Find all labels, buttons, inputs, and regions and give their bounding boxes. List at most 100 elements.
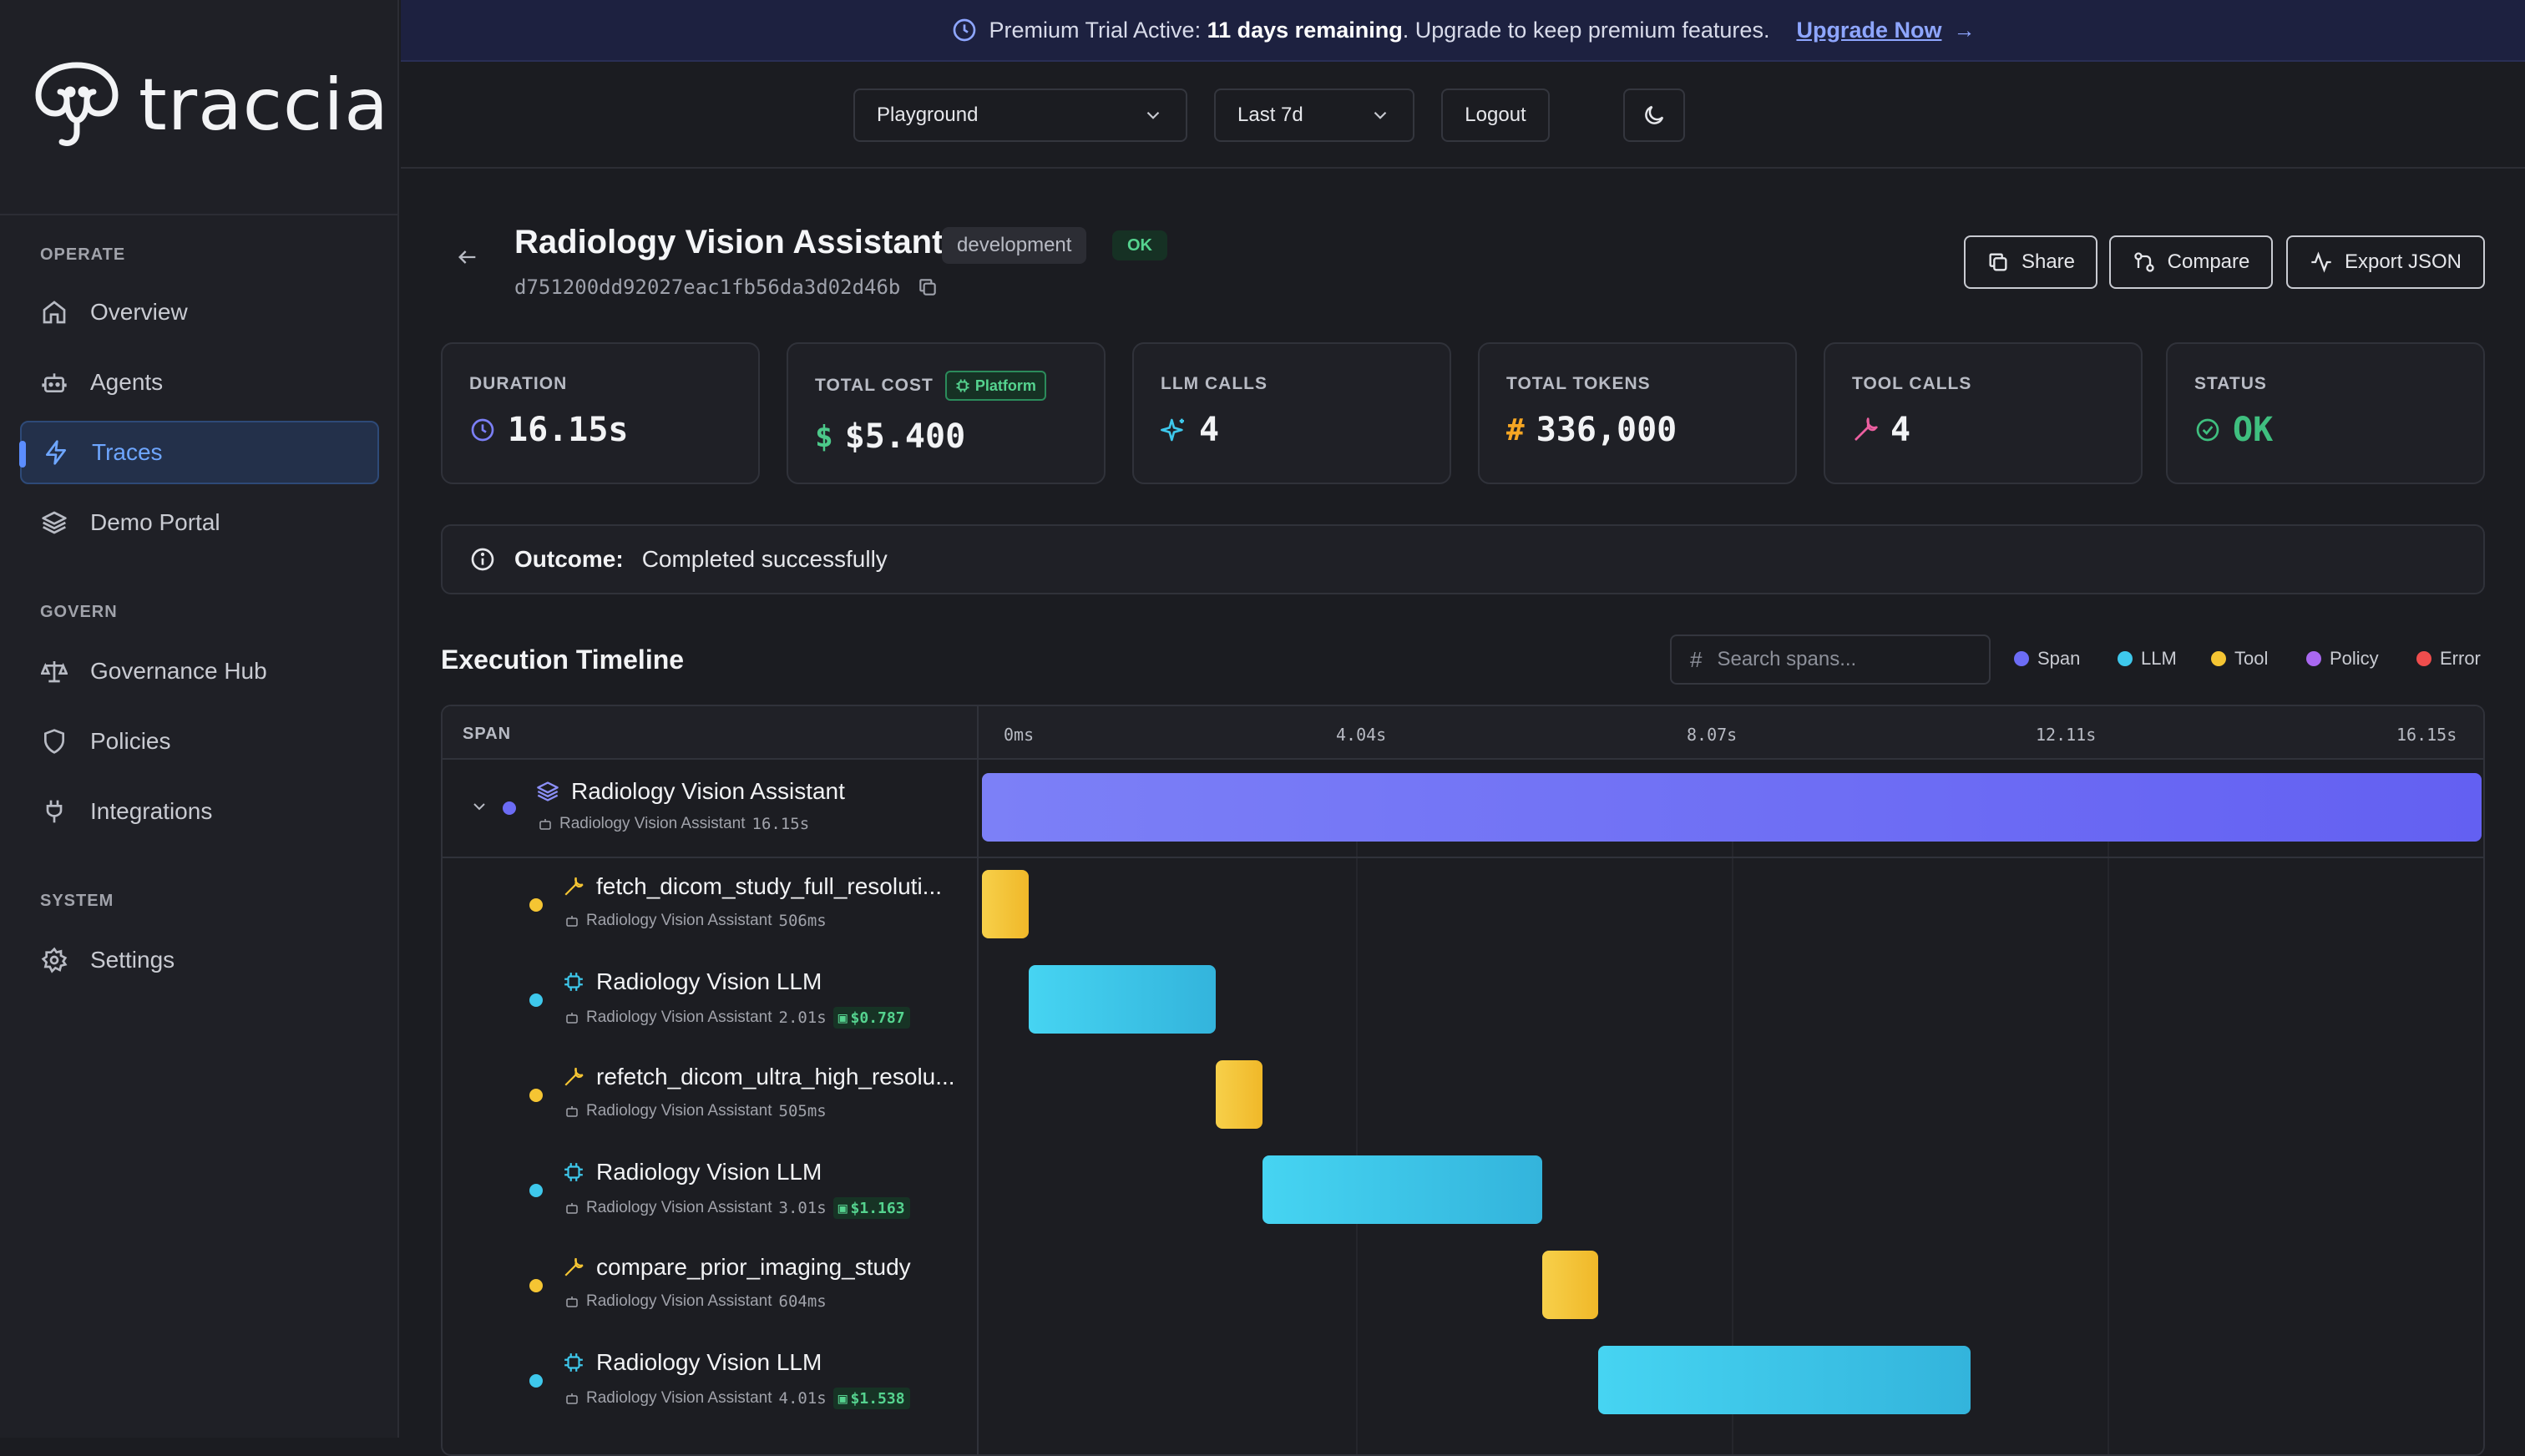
span-row[interactable]: compare_prior_imaging_study Radiology Vi… (443, 1239, 977, 1334)
span-kind-dot (529, 1374, 543, 1388)
legend-span: Span (2014, 648, 2080, 670)
stat-card-status: STATUS OK (2166, 342, 2485, 484)
back-button[interactable] (456, 245, 479, 273)
span-column-header: SPAN (463, 725, 512, 743)
check-circle-icon (2196, 418, 2219, 442)
hash-icon: # (1690, 646, 1703, 672)
environment-tag: development (942, 227, 1087, 264)
outcome-text: Completed successfully (641, 546, 888, 572)
span-name: Radiology Vision Assistant (536, 778, 845, 805)
span-bar-llm[interactable] (1597, 1346, 1971, 1414)
stat-label: DURATION (469, 374, 568, 393)
export-json-button[interactable]: Export JSON (2286, 235, 2485, 289)
sidebar-item-demo-portal[interactable]: Demo Portal (20, 491, 379, 554)
span-bar-tool[interactable] (1215, 1060, 1262, 1129)
info-icon (471, 548, 494, 571)
stat-card-total-tokens: TOTAL TOKENS # 336,000 (1478, 342, 1797, 484)
sidebar-item-label: Policies (90, 728, 171, 754)
span-bar-llm[interactable] (1262, 1155, 1542, 1224)
span-meta: Radiology Vision Assistant 604ms (564, 1292, 827, 1311)
robot-icon (566, 916, 578, 927)
robot-icon (539, 819, 551, 830)
sidebar-item-integrations[interactable]: Integrations (20, 780, 379, 843)
span-kind-dot (529, 898, 543, 912)
stat-label: STATUS (2194, 374, 2267, 393)
chip-icon: ▣ (837, 1199, 848, 1217)
legend-error: Error (2416, 648, 2481, 670)
wrench-icon (564, 877, 584, 896)
search-spans-input[interactable]: # Search spans... (1670, 634, 1991, 685)
row-divider (443, 857, 2483, 858)
stat-value: 4 (1852, 411, 1910, 449)
span-bar-tool[interactable] (982, 870, 1030, 938)
upgrade-now-link[interactable]: Upgrade Now (1796, 17, 1942, 43)
legend-tool: Tool (2211, 648, 2268, 670)
span-name: compare_prior_imaging_study (563, 1254, 911, 1281)
sidebar-item-agents[interactable]: Agents (20, 351, 379, 414)
sidebar-item-label: Demo Portal (90, 509, 220, 535)
stat-value: # 336,000 (1506, 411, 1677, 449)
span-row-root[interactable]: Radiology Vision Assistant Radiology Vis… (443, 760, 977, 857)
span-meta: Radiology Vision Assistant 505ms (564, 1102, 827, 1120)
compare-label: Compare (2167, 250, 2250, 273)
gear-icon (40, 946, 68, 974)
logout-button[interactable]: Logout (1441, 88, 1550, 142)
stat-label: LLM CALLS (1161, 374, 1268, 393)
sidebar-item-label: Agents (90, 369, 164, 395)
sidebar-item-governance-hub[interactable]: Governance Hub (20, 640, 379, 703)
chevron-down-icon[interactable] (469, 796, 489, 816)
span-name: Radiology Vision LLM (563, 1349, 822, 1376)
span-kind-dot (529, 1184, 543, 1197)
scale-icon (40, 657, 68, 685)
section-label-system: SYSTEM (40, 892, 114, 910)
layers-icon (40, 508, 68, 537)
sidebar-item-traces[interactable]: Traces (19, 421, 379, 484)
hash-icon: # (1506, 412, 1525, 447)
robot-icon (566, 1106, 578, 1117)
arrow-left-icon (458, 250, 476, 264)
chip-icon (564, 973, 583, 991)
logo[interactable]: traccia (32, 58, 389, 152)
shield-icon (40, 727, 68, 756)
time-range-value: Last 7d (1237, 104, 1303, 126)
theme-toggle-button[interactable] (1623, 88, 1685, 142)
span-bar-llm[interactable] (1029, 965, 1216, 1034)
stat-card-total-cost: TOTAL COST Platform $ $5.400 (787, 342, 1106, 484)
activity-icon (2311, 251, 2331, 273)
stat-value: $ $5.400 (815, 417, 966, 456)
legend-dot (2211, 651, 2226, 666)
span-bar-root[interactable] (982, 773, 2482, 842)
span-bar-tool[interactable] (1541, 1251, 1598, 1319)
banner-text: Premium Trial Active: 11 days remaining.… (989, 17, 1770, 43)
span-row[interactable]: Radiology Vision LLM Radiology Vision As… (443, 953, 977, 1049)
compare-button[interactable]: Compare (2109, 235, 2273, 289)
timeline-title: Execution Timeline (441, 645, 685, 675)
chip-icon (564, 1163, 583, 1181)
span-meta: Radiology Vision Assistant 2.01s ▣ $0.787 (564, 1007, 910, 1029)
platform-badge: Platform (944, 371, 1046, 401)
share-label: Share (2021, 250, 2076, 273)
span-row[interactable]: Radiology Vision LLM Radiology Vision As… (443, 1334, 977, 1429)
span-row[interactable]: Radiology Vision LLM Radiology Vision As… (443, 1144, 977, 1239)
span-kind-dot (529, 1279, 543, 1292)
span-row[interactable]: fetch_dicom_study_full_resoluti... Radio… (443, 858, 977, 953)
stat-card-llm-calls: LLM CALLS 4 (1132, 342, 1451, 484)
time-tick: 0ms (1004, 725, 1035, 745)
time-range-select[interactable]: Last 7d (1214, 88, 1414, 142)
wrench-icon (564, 1067, 584, 1086)
sidebar-item-settings[interactable]: Settings (20, 928, 379, 992)
grid-line (1732, 805, 1733, 1454)
sidebar-item-label: Integrations (90, 798, 213, 824)
project-select[interactable]: Playground (853, 88, 1187, 142)
status-badge: OK (1112, 230, 1167, 260)
span-row[interactable]: refetch_dicom_ultra_high_resolu... Radio… (443, 1049, 977, 1144)
sidebar-item-overview[interactable]: Overview (20, 281, 379, 344)
robot-icon (566, 1203, 578, 1214)
wrench-icon (564, 1257, 584, 1277)
chevron-down-icon (1374, 111, 1387, 119)
share-button[interactable]: Share (1964, 235, 2097, 289)
robot-icon (566, 1013, 578, 1024)
copy-icon[interactable] (917, 276, 939, 298)
topbar: Playground Last 7d Logout (401, 62, 2525, 169)
sidebar-item-policies[interactable]: Policies (20, 710, 379, 773)
